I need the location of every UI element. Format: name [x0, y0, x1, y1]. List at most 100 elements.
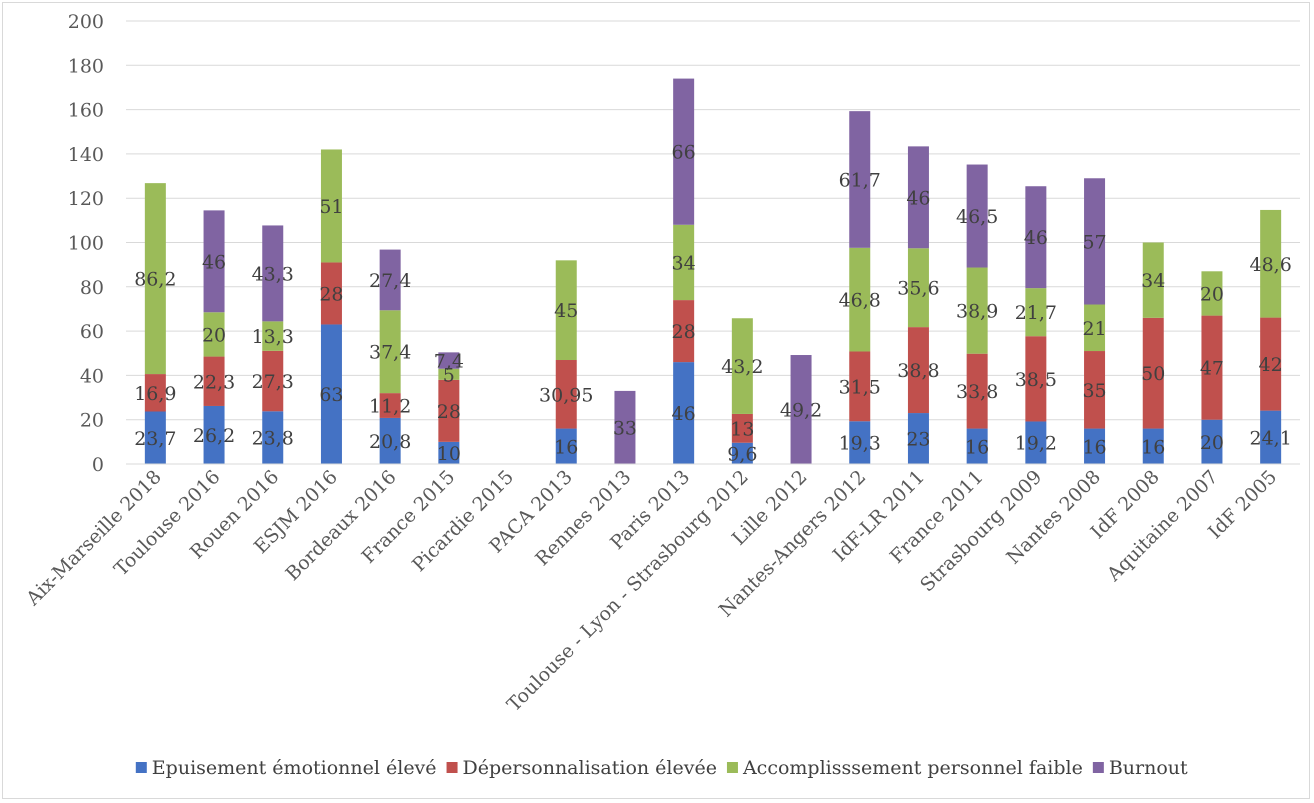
bar-segment: [203, 312, 225, 357]
y-tick-label: 160: [68, 100, 104, 122]
bar-segment: [849, 247, 871, 352]
legend-entry: Epuisement émotionnel élevé: [152, 757, 437, 779]
bar-segment: [907, 327, 929, 414]
data-label: 13: [730, 418, 754, 440]
data-label: 20,8: [369, 431, 411, 453]
legend-swatch: [135, 762, 147, 773]
bar-segment: [849, 111, 871, 248]
data-label: 10: [437, 443, 461, 465]
y-tick-label: 60: [80, 321, 104, 343]
data-label: 20: [1200, 432, 1224, 454]
legend-swatch: [446, 762, 458, 773]
y-tick-label: 180: [68, 55, 104, 77]
data-label: 33,8: [956, 381, 998, 403]
bar-segment: [438, 379, 460, 442]
data-label: 28: [319, 283, 343, 305]
data-label: 35,6: [897, 278, 939, 300]
data-label: 16: [1141, 436, 1165, 458]
data-label: 16: [554, 436, 578, 458]
data-label: 11,2: [369, 396, 411, 418]
bar-segment: [320, 149, 342, 263]
bar-segment: [966, 164, 988, 268]
data-label: 46,8: [839, 290, 881, 312]
data-label: 57: [1082, 231, 1106, 253]
data-label: 23: [906, 429, 930, 451]
data-label: 28: [437, 401, 461, 423]
data-label: 23,8: [252, 428, 294, 450]
data-label: 45: [554, 300, 578, 322]
data-label: 21: [1082, 318, 1106, 340]
bar-segment: [144, 183, 166, 375]
data-label: 23,7: [134, 428, 176, 450]
bar-segment: [673, 78, 695, 225]
bar-segment: [1260, 317, 1282, 411]
data-label: 16: [965, 436, 989, 458]
legend-swatch: [726, 762, 738, 773]
bar-segment: [731, 413, 753, 443]
bar-segment: [1260, 209, 1282, 318]
data-label: 31,5: [839, 376, 881, 398]
data-label: 7,4: [434, 351, 464, 373]
x-tick-label: Picardie 2015: [408, 466, 518, 576]
data-label: 47: [1200, 358, 1224, 380]
bar-segment: [731, 318, 753, 414]
data-label: 28: [672, 321, 696, 343]
data-label: 38,5: [1015, 369, 1057, 391]
data-label: 9,6: [727, 443, 757, 465]
x-tick-label: Toulouse 2016: [110, 466, 225, 581]
data-label: 38,8: [897, 360, 939, 382]
data-label: 16,9: [134, 383, 176, 405]
x-tick-label: Bordeaux 2016: [281, 466, 400, 585]
data-label: 63: [319, 384, 343, 406]
data-label: 50: [1141, 363, 1165, 385]
bar-segment: [966, 267, 988, 354]
data-label: 49,2: [780, 400, 822, 422]
bar-segment: [907, 248, 929, 328]
data-label: 21,7: [1015, 302, 1057, 324]
bar-segment: [320, 262, 342, 325]
data-label: 26,2: [193, 425, 235, 447]
data-label: 46: [906, 187, 930, 209]
bar-segment: [1201, 419, 1223, 464]
bar-segment: [1084, 351, 1106, 429]
legend-entry: Accomplisssement personnel faible: [742, 757, 1083, 779]
data-label: 37,4: [369, 342, 411, 364]
bar-segment: [1201, 315, 1223, 420]
bar-segment: [144, 411, 166, 464]
bar-segment: [379, 249, 401, 311]
data-label: 34: [1141, 270, 1165, 292]
bar-segment: [1025, 186, 1047, 289]
data-labels: 23,7 16,9 86,2 26,2 22,3 20 46 23,8 27,3 13,3 43,3…: [134, 142, 1292, 466]
data-label: 5: [443, 364, 455, 386]
y-tick-label: 140: [68, 144, 104, 166]
data-label: 86,2: [134, 269, 176, 291]
data-label: 27,4: [369, 270, 411, 292]
bar-segment: [262, 321, 284, 351]
bar-segment: [1084, 304, 1106, 352]
data-label: 43,3: [252, 263, 294, 285]
bar-segment: [262, 411, 284, 464]
bar-segment: [555, 260, 577, 361]
bar-segment: [203, 356, 225, 406]
bar-segment: [203, 405, 225, 464]
data-label: 46: [672, 403, 696, 425]
data-label: 33: [613, 417, 637, 439]
bar-segment: [614, 390, 636, 464]
bar-segment: [790, 355, 812, 464]
data-label: 13,3: [252, 326, 294, 348]
y-tick-label: 100: [68, 233, 104, 255]
bar-segment: [849, 351, 871, 422]
bar-segment: [379, 417, 401, 464]
bar-segment: [438, 352, 460, 369]
data-label: 34: [672, 252, 696, 274]
bar-segment: [1025, 421, 1047, 464]
y-tick-label: 40: [80, 365, 104, 387]
bar-segment: [144, 374, 166, 412]
bar-segment: [966, 353, 988, 429]
bar-segment: [1142, 317, 1164, 429]
bar-segment: [1084, 178, 1106, 305]
y-tick-label: 0: [92, 454, 104, 476]
bar-segment: [262, 350, 284, 412]
